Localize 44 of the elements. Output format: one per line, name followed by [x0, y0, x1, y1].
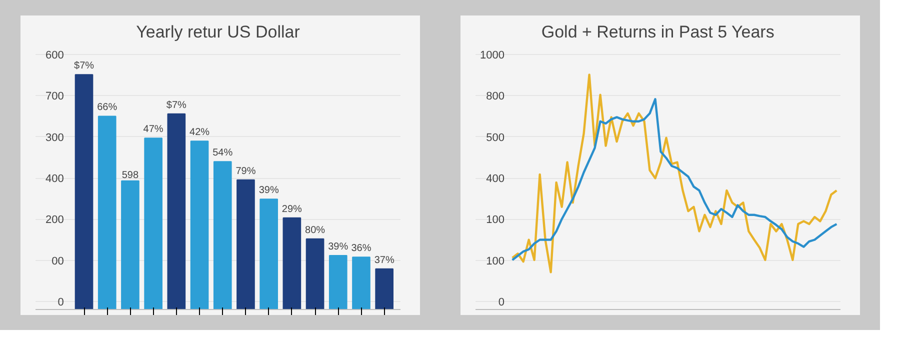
annotation: 36%	[351, 243, 372, 254]
bar	[352, 256, 370, 310]
text: 600	[45, 49, 64, 62]
bar	[121, 180, 140, 310]
bar	[190, 140, 209, 310]
annotation: 598	[122, 170, 139, 181]
text: $7%	[74, 60, 94, 72]
annotation: 37%	[374, 254, 394, 266]
bar	[375, 268, 394, 310]
annotation: 29%	[282, 204, 302, 215]
annotation: 47%	[143, 124, 164, 136]
text: 1000	[480, 49, 504, 62]
bar	[98, 116, 116, 310]
bar	[328, 254, 348, 310]
text: 100	[486, 255, 504, 268]
annotation: 42%	[190, 127, 210, 138]
bar	[144, 138, 162, 310]
bar	[74, 74, 94, 310]
annotation: 54%	[212, 148, 233, 159]
text: 500	[486, 132, 504, 144]
text: 200	[45, 214, 64, 226]
bar	[260, 198, 278, 310]
text: 800	[486, 90, 504, 103]
bar	[282, 217, 302, 310]
bar	[306, 238, 324, 310]
text: 0	[498, 296, 504, 309]
text: 00	[52, 255, 64, 268]
chart-title: Yearly retur US Dollar	[136, 22, 300, 42]
text: 700	[45, 90, 64, 103]
text: 100	[486, 214, 504, 226]
annotation: 66%	[97, 102, 118, 114]
annotation: 39%	[328, 241, 348, 252]
annotation: 79%	[236, 166, 256, 177]
annotation: 80%	[305, 224, 326, 236]
annotation: 39%	[258, 185, 279, 196]
text: 0	[58, 296, 64, 309]
text: 400	[486, 173, 504, 185]
bar	[236, 179, 255, 310]
annotation: $7%	[166, 100, 187, 111]
chart-title: Gold + Returns in Past 5 Years	[541, 22, 774, 42]
bar	[213, 161, 232, 310]
bar	[167, 113, 186, 310]
text: 300	[45, 132, 64, 144]
text: 400	[45, 173, 64, 185]
